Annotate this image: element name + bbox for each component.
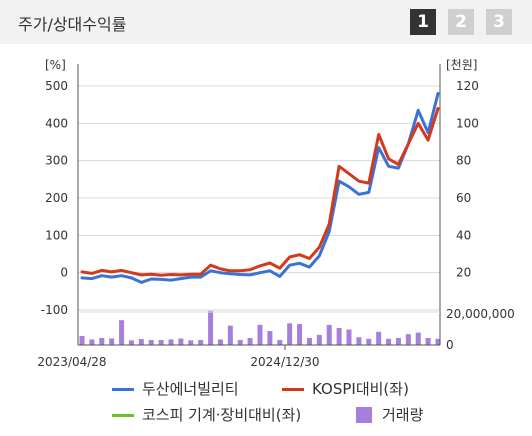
right-axis-unit: [천원] [446,57,477,72]
volume-bar-32 [395,338,401,345]
volume-bar-3 [109,338,115,345]
legend-label-volume: 거래량 [382,406,424,424]
legend-swatch-doosan [112,388,134,391]
left-tick-label-3: 200 [45,191,68,205]
volume-bar-34 [415,332,421,345]
volume-bar-5 [128,340,134,345]
volume-bar-21 [287,323,293,345]
chart-legend: 두산에너빌리티 KOSPI대비(좌) 코스피 기계·장비대비(좌) 거래량 [0,372,532,436]
legend-item-kospi[interactable]: KOSPI대비(좌) [282,378,442,400]
volume-bar-31 [386,338,392,345]
legend-label-sector: 코스피 기계·장비대비(좌) [142,406,302,424]
legend-label-kospi: KOSPI대비(좌) [312,380,409,398]
volume-bar-27 [346,329,352,345]
right-tick-label-1: 100 [456,116,479,130]
volume-bar-36 [435,338,441,345]
volume-bar-8 [158,340,164,345]
volume-bar-11 [188,340,194,345]
volume-bar-23 [306,338,312,345]
volume-bar-16 [237,340,243,345]
volume-bars [79,310,441,345]
volume-bar-10 [178,338,184,345]
price-relative-return-chart: 500 400 300 200 100 0 -100 120 100 80 60 40 20 [%] [천원… [37,57,514,369]
x-tick-label-1: 2024/12/30 [250,355,319,369]
x-tick-label-0: 2023/04/28 [37,355,106,369]
left-tick-label-2: 300 [45,154,68,168]
legend-swatch-sector [112,414,134,417]
volume-bar-17 [247,338,253,345]
volume-bar-1 [89,339,95,345]
right-tick-label-5: 20 [456,266,471,280]
volume-tick-label-1: 0 [446,338,454,352]
volume-bar-30 [376,331,382,345]
volume-bar-29 [366,338,372,345]
right-tick-label-2: 80 [456,154,471,168]
chart-header: 주가/상대수익률 1 2 3 [0,0,532,44]
legend-item-volume[interactable]: 거래량 [356,404,456,426]
volume-bar-6 [138,339,144,345]
left-tick-label-5: 0 [60,266,68,280]
volume-bar-14 [217,339,223,345]
series-line-0 [80,92,440,284]
chart-title: 주가/상대수익률 [18,15,127,34]
volume-bar-33 [405,334,411,345]
volume-bar-2 [99,338,105,345]
series-lines [80,92,440,284]
volume-bar-15 [227,325,233,345]
legend-swatch-volume [356,407,372,423]
tab-2[interactable]: 2 [448,9,474,35]
volume-bar-9 [168,339,174,345]
left-tick-label-0: 500 [45,79,68,93]
legend-item-doosan[interactable]: 두산에너빌리티 [112,378,282,400]
legend-swatch-kospi [282,388,304,391]
left-tick-label-4: 100 [45,228,68,242]
volume-bar-35 [425,338,431,345]
left-tick-label-6: -100 [41,303,68,317]
volume-bar-0 [79,336,85,345]
axes: 500 400 300 200 100 0 -100 120 100 80 60 40 20 [%] [천원… [37,57,514,369]
volume-bar-4 [119,320,125,345]
volume-bar-13 [208,310,214,345]
volume-tick-label-0: 20,000,000 [446,307,515,321]
volume-bar-18 [257,324,263,345]
legend-label-doosan: 두산에너빌리티 [142,380,239,398]
volume-bar-12 [198,340,204,345]
left-axis-unit: [%] [45,58,66,72]
volume-bar-19 [267,331,273,345]
right-tick-label-0: 120 [456,79,479,93]
grid-lines [78,85,440,311]
volume-bar-28 [356,337,362,345]
volume-bar-22 [297,324,303,345]
right-tick-label-3: 60 [456,191,471,205]
series-line-1 [80,106,440,277]
left-tick-label-1: 400 [45,116,68,130]
legend-item-sector[interactable]: 코스피 기계·장비대비(좌) [112,404,352,426]
right-tick-label-4: 40 [456,228,471,242]
volume-bar-20 [277,340,283,345]
volume-bar-7 [148,340,154,345]
tab-1[interactable]: 1 [410,9,436,35]
volume-bar-26 [336,327,342,345]
volume-bar-25 [326,324,332,345]
tab-3[interactable]: 3 [486,9,512,35]
volume-bar-24 [316,334,322,345]
